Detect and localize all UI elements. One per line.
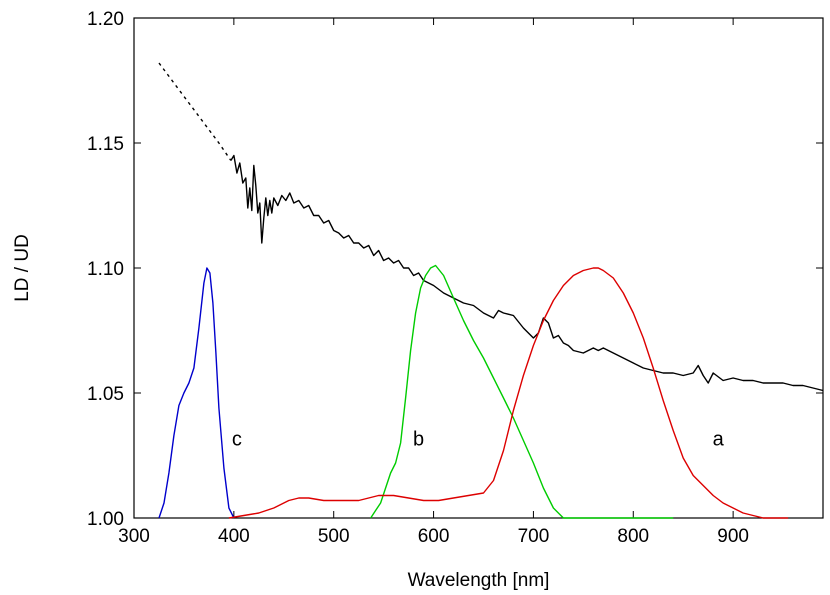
- series-line-0: [158, 62, 232, 161]
- tick-labels: 300 400 500 600 700 800 900 1.00 1.05 1.10 1.15 1.2…: [87, 9, 749, 547]
- x-axis-title: Wavelength [nm]: [408, 570, 550, 591]
- curve-label-c: c: [232, 429, 242, 451]
- x-tick-label: 800: [617, 526, 649, 547]
- series-line-c: [158, 267, 235, 519]
- y-axis-title: LD / UD: [12, 234, 33, 302]
- series-line-1: [230, 154, 824, 392]
- x-tick-label: 400: [218, 526, 250, 547]
- x-tick-label: 700: [518, 526, 550, 547]
- x-tick-label: 900: [717, 526, 749, 547]
- y-tick-label: 1.10: [87, 259, 124, 280]
- curves: [158, 62, 824, 519]
- x-tick-label: 500: [318, 526, 350, 547]
- series-line-a: [228, 267, 789, 519]
- x-tick-label: 300: [118, 526, 150, 547]
- y-tick-label: 1.20: [87, 9, 124, 30]
- x-tick-label: 600: [418, 526, 450, 547]
- series-line-b: [370, 264, 674, 519]
- tick-marks: [133, 17, 823, 519]
- y-tick-label: 1.15: [87, 134, 124, 155]
- y-tick-label: 1.05: [87, 384, 124, 405]
- curve-label-b: b: [413, 429, 424, 451]
- y-tick-label: 1.00: [87, 509, 124, 530]
- curve-label-a: a: [713, 429, 725, 451]
